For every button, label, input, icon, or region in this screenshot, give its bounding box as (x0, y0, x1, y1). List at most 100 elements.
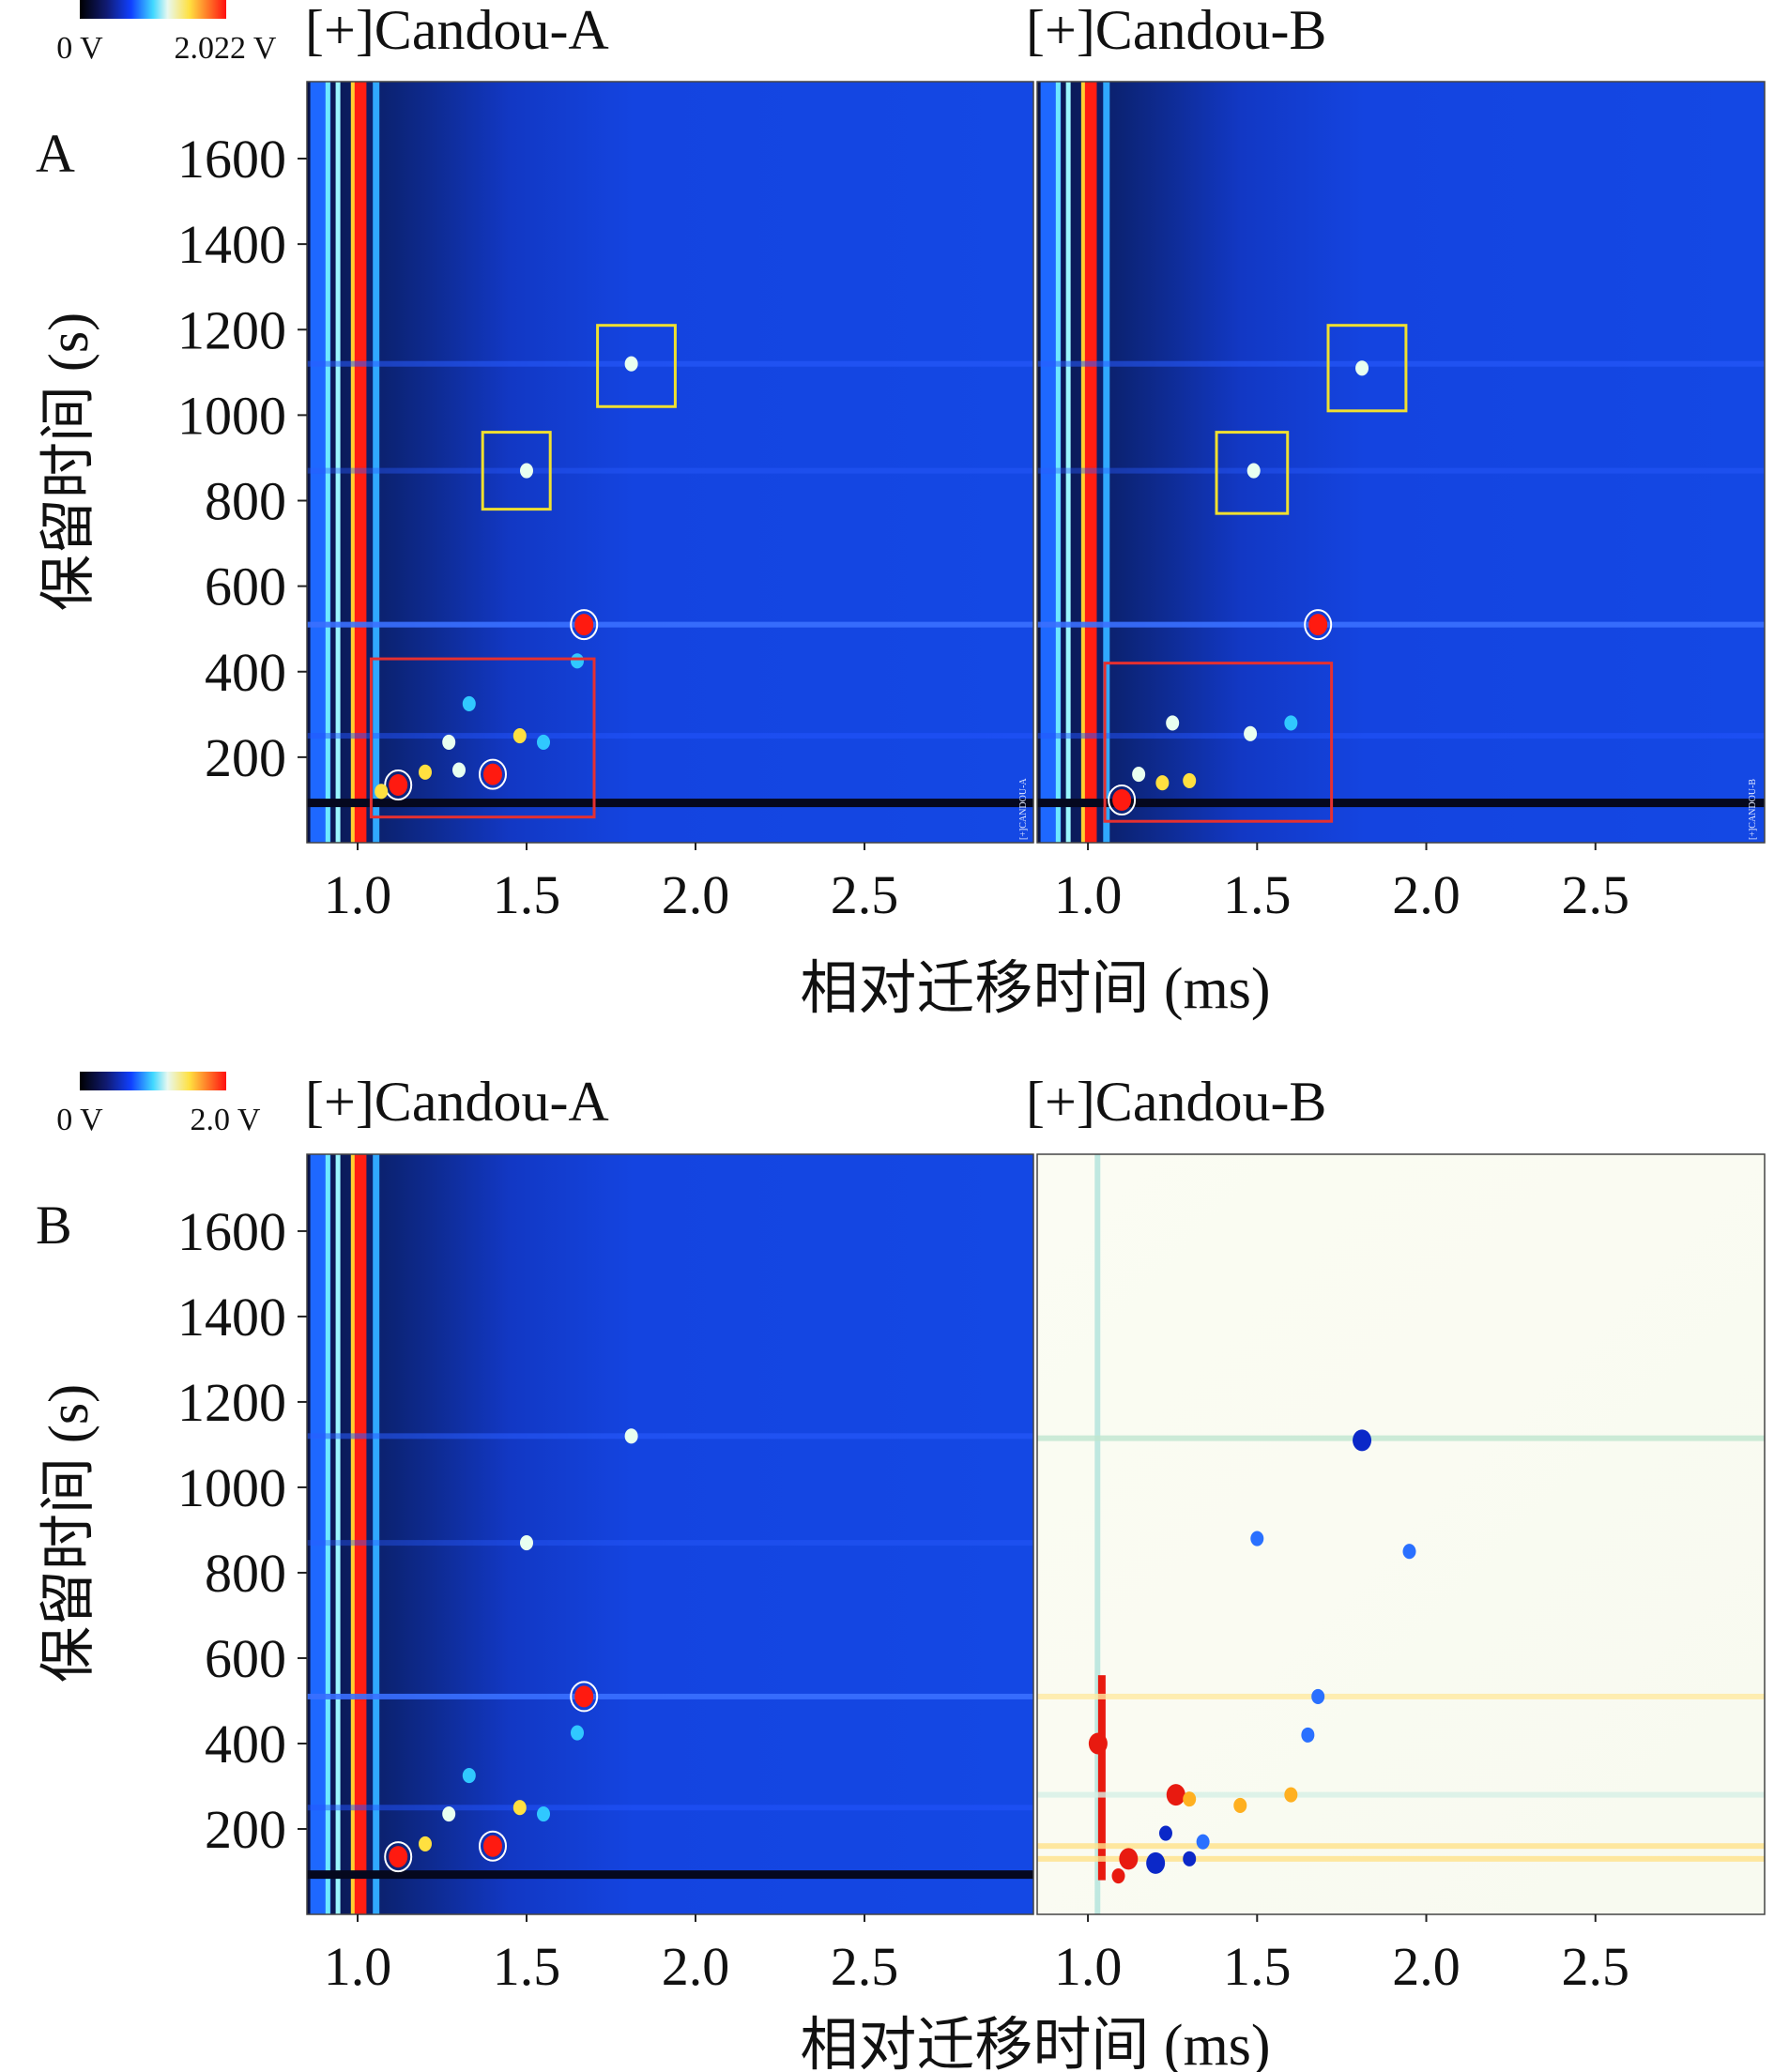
peak-spot (1301, 1727, 1315, 1743)
highlight-box (1215, 431, 1290, 515)
rip-line-cyan (335, 82, 341, 843)
y-tick-label: 800 (205, 471, 286, 532)
peak-spot (520, 463, 533, 479)
plot-frame (1036, 1153, 1766, 1915)
panel-a-letter: A (36, 123, 75, 184)
peak-spot (1246, 463, 1261, 479)
rip-tail-line (373, 82, 380, 843)
diff-red-ridge (1097, 1675, 1106, 1881)
y-tick-label: 400 (205, 1714, 286, 1775)
peak-spot (537, 1806, 550, 1822)
colorbar-a-max-label: 2.022 V (175, 31, 277, 66)
peak-spot (375, 784, 389, 800)
horizontal-stripe (307, 467, 1033, 474)
peak-spot (1119, 1848, 1139, 1870)
peak-spot (389, 1846, 408, 1868)
y-tick-label: 400 (205, 642, 286, 703)
x-tick-label: 1.5 (493, 1936, 561, 1997)
horizontal-stripe (307, 621, 1033, 628)
rip-tail-line (373, 1154, 380, 1914)
x-tick-label: 1.5 (493, 864, 561, 925)
dark-baseline (1037, 799, 1765, 808)
diff-stripe (1037, 1435, 1765, 1441)
x-tick-label: 1.0 (324, 1936, 392, 1997)
panel-b-axes: 200 400 600 800 1000 1200 1400 1600 (177, 1201, 307, 1860)
peak-spot (1088, 1732, 1108, 1755)
peak-spot (1284, 1787, 1298, 1803)
peak-spot (1166, 1784, 1185, 1806)
plot-background (1037, 82, 1765, 843)
x-tick-label: 1.0 (1054, 864, 1123, 925)
peak-spot (1132, 767, 1146, 783)
y-tick-label: 1200 (177, 1372, 286, 1433)
watermark-a2: [+]CANDOU-B (1748, 779, 1758, 840)
peak-halo (384, 1841, 413, 1873)
horizontal-stripe (1037, 360, 1765, 367)
plot-background (307, 82, 1033, 843)
x-tick-label: 2.5 (831, 864, 899, 925)
colorbar-b-max-label: 2.0 V (191, 1103, 261, 1137)
dark-baseline (307, 1870, 1033, 1880)
peak-spot (483, 763, 502, 785)
subplot-a1-title: [+]Candou-A (305, 0, 609, 61)
diff-stripe (1037, 1843, 1765, 1850)
watermark-a1: [+]CANDOU-A (1018, 778, 1029, 840)
rip-line-cyan (1055, 82, 1061, 843)
colorbar-a (80, 0, 226, 19)
panel-b-ylabel: 保留时间 (s) (38, 1384, 99, 1683)
x-tick-label: 2.5 (1562, 1936, 1630, 1997)
plot-frame (306, 81, 1034, 844)
panel-a: 0 V 2.022 V A [+]Candou-A [+]Candou-B 保留… (36, 0, 1766, 1021)
heatmap-b-candou-a: 1.0 1.5 2.0 2.5 (306, 1153, 1034, 1997)
heatmap-a-candou-a: 1.0 1.5 2.0 2.5 (306, 81, 1034, 925)
plot-background (1037, 1154, 1765, 1914)
peak-spot (483, 1835, 502, 1857)
diff-stripe (1037, 1791, 1765, 1798)
highlight-box (596, 324, 677, 408)
y-tick-label: 200 (205, 727, 286, 788)
y-tick-label: 1000 (177, 1457, 286, 1518)
peak-spot (1353, 1429, 1372, 1452)
panel-b-xlabel: 相对迁移时间 (ms) (800, 2014, 1270, 2072)
diff-vertical-line (1094, 1154, 1101, 1914)
peak-spot (520, 1535, 533, 1551)
peak-spot (462, 1768, 476, 1784)
y-tick-label: 600 (205, 1628, 286, 1689)
y-tick-label: 1400 (177, 1287, 286, 1348)
rip-line-yellow (1080, 82, 1085, 843)
x-tick-label: 2.5 (1562, 864, 1630, 925)
rip-line-yellow (350, 82, 355, 843)
horizontal-stripe (307, 1693, 1033, 1699)
peak-spot (389, 773, 408, 796)
peak-spot (574, 1685, 594, 1708)
peak-halo (479, 1830, 507, 1862)
rip-tail-line (1103, 82, 1110, 843)
subplot-b2-title: [+]Candou-B (1026, 1071, 1326, 1133)
x-tick-label: 1.5 (1223, 1936, 1292, 1997)
rip-line-cyan (1065, 82, 1071, 843)
y-tick-label: 600 (205, 556, 286, 617)
peak-spot (1311, 1688, 1325, 1704)
peak-halo (1304, 609, 1333, 641)
horizontal-stripe (1037, 621, 1765, 628)
y-tick-label: 1000 (177, 385, 286, 446)
peak-spot (1284, 715, 1298, 731)
peak-spot (1402, 1544, 1416, 1560)
rip-line-red (354, 82, 367, 843)
peak-spot (442, 1806, 456, 1822)
peak-spot (1183, 772, 1197, 788)
panel-a-ylabel: 保留时间 (s) (38, 312, 99, 611)
highlight-box (369, 657, 596, 819)
peak-spot (1183, 1851, 1197, 1866)
diff-stripe (1037, 1855, 1765, 1862)
peak-spot (462, 695, 476, 711)
plot-frame (306, 1153, 1034, 1915)
y-tick-label: 1600 (177, 1201, 286, 1262)
peak-halo (384, 769, 413, 800)
colorbar-b-min-label: 0 V (56, 1103, 103, 1137)
highlight-box (481, 431, 552, 511)
peak-spot (571, 653, 584, 669)
peak-spot (419, 1836, 432, 1851)
x-tick-label: 2.0 (1392, 1936, 1460, 1997)
